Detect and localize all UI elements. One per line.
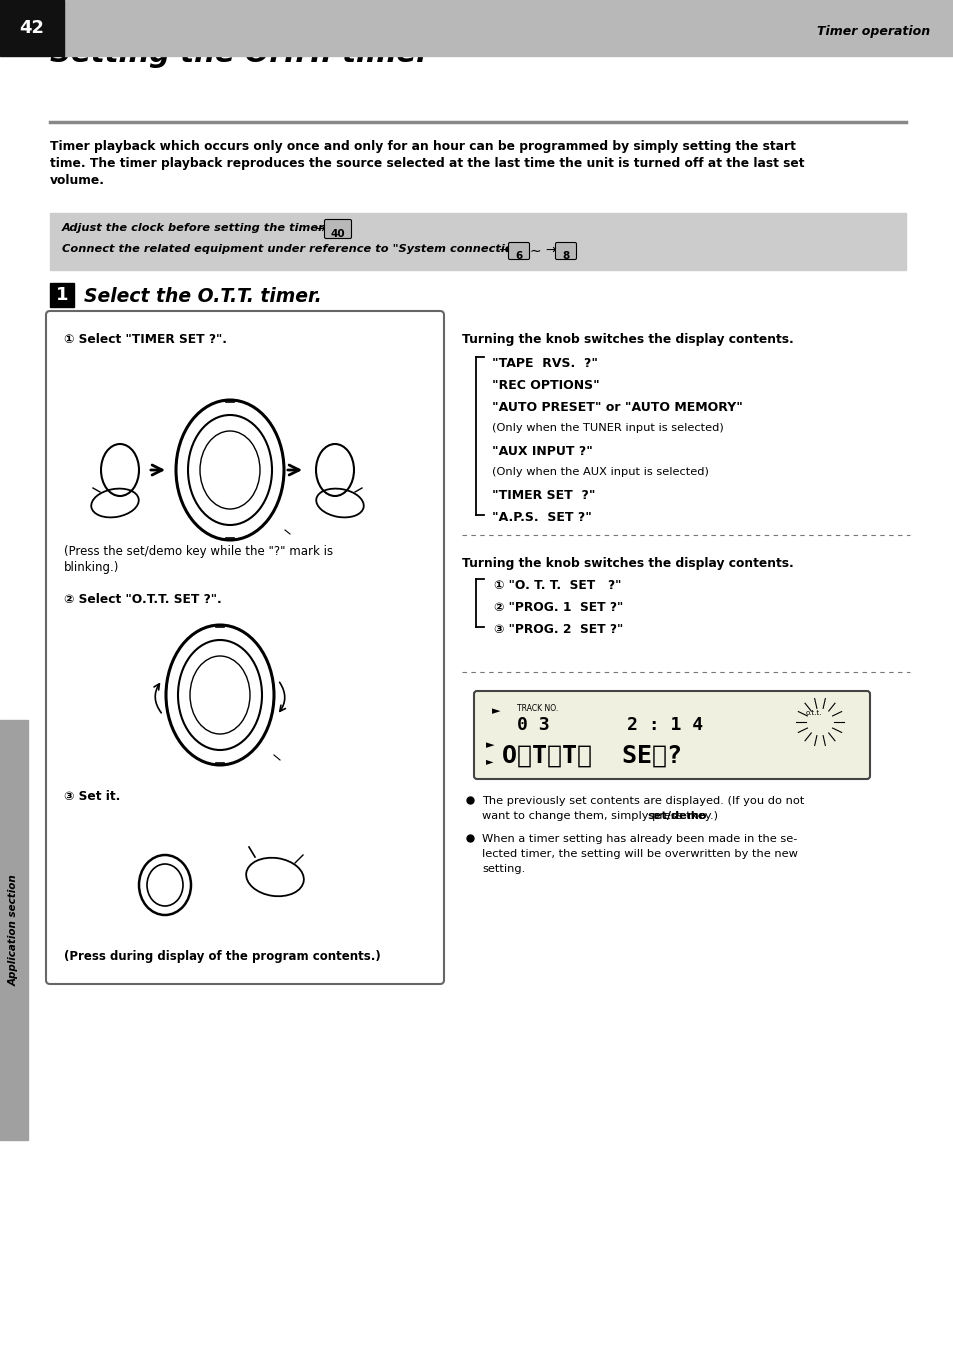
Text: (Press the set/demo key while the "?" mark is: (Press the set/demo key while the "?" ma… xyxy=(64,545,333,558)
Text: ►: ► xyxy=(485,756,493,767)
Text: Timer playback which occurs only once and only for an hour can be programmed by : Timer playback which occurs only once an… xyxy=(50,141,795,153)
Text: ② "PROG. 1  SET ?": ② "PROG. 1 SET ?" xyxy=(494,602,622,614)
Text: 40: 40 xyxy=(331,228,345,239)
Text: setting.: setting. xyxy=(481,864,525,873)
Text: "AUTO PRESET" or "AUTO MEMORY": "AUTO PRESET" or "AUTO MEMORY" xyxy=(492,402,742,414)
Text: ① Select "TIMER SET ?".: ① Select "TIMER SET ?". xyxy=(64,333,227,346)
Text: 0 3: 0 3 xyxy=(517,717,549,734)
Text: →: → xyxy=(314,223,324,237)
Text: ►: ► xyxy=(492,706,500,717)
Text: 42: 42 xyxy=(19,19,45,37)
Text: ►: ► xyxy=(485,740,494,750)
Bar xyxy=(0,721,28,1140)
Text: Turning the knob switches the display contents.: Turning the knob switches the display co… xyxy=(461,557,793,571)
Text: →: → xyxy=(497,243,508,257)
Text: want to change them, simply press the: want to change them, simply press the xyxy=(481,811,708,821)
Text: 2 : 1 4: 2 : 1 4 xyxy=(626,717,702,734)
Text: ① "O. T. T.  SET   ?": ① "O. T. T. SET ?" xyxy=(494,579,620,592)
Text: (Only when the TUNER input is selected): (Only when the TUNER input is selected) xyxy=(492,423,723,433)
Text: Setting the O.T.T. timer: Setting the O.T.T. timer xyxy=(50,41,430,68)
Bar xyxy=(50,283,74,307)
Text: →: → xyxy=(544,243,555,257)
Text: ∼: ∼ xyxy=(530,243,541,258)
Text: ③ Set it.: ③ Set it. xyxy=(64,790,120,803)
Bar xyxy=(0,0,64,55)
FancyBboxPatch shape xyxy=(324,219,351,238)
Text: The previously set contents are displayed. (If you do not: The previously set contents are displaye… xyxy=(481,796,803,806)
FancyBboxPatch shape xyxy=(46,311,443,984)
Text: "AUX INPUT ?": "AUX INPUT ?" xyxy=(492,445,592,458)
Text: key.): key.) xyxy=(687,811,718,821)
FancyBboxPatch shape xyxy=(555,242,576,260)
Text: TRACK NO.: TRACK NO. xyxy=(517,704,558,713)
Text: lected timer, the setting will be overwritten by the new: lected timer, the setting will be overwr… xyxy=(481,849,797,859)
FancyBboxPatch shape xyxy=(474,691,869,779)
Text: blinking.): blinking.) xyxy=(64,561,119,575)
Text: 6: 6 xyxy=(515,251,522,261)
FancyBboxPatch shape xyxy=(508,242,529,260)
Text: (Only when the AUX input is selected): (Only when the AUX input is selected) xyxy=(492,466,708,477)
Text: When a timer setting has already been made in the se-: When a timer setting has already been ma… xyxy=(481,834,797,844)
Text: "A.P.S.  SET ?": "A.P.S. SET ?" xyxy=(492,511,591,525)
Text: 1: 1 xyxy=(55,287,69,304)
Text: "REC OPTIONS": "REC OPTIONS" xyxy=(492,379,599,392)
Text: (Press during display of the program contents.): (Press during display of the program con… xyxy=(64,950,380,963)
Text: "TIMER SET  ?": "TIMER SET ?" xyxy=(492,489,595,502)
Text: ② Select "O.T.T. SET ?".: ② Select "O.T.T. SET ?". xyxy=(64,594,221,606)
Bar xyxy=(50,214,905,270)
Text: Application section: Application section xyxy=(9,875,19,986)
Text: volume.: volume. xyxy=(50,174,105,187)
Text: set/demo: set/demo xyxy=(647,811,706,821)
Text: 8: 8 xyxy=(561,251,569,261)
Text: Turning the knob switches the display contents.: Turning the knob switches the display co… xyxy=(461,333,793,346)
Text: Connect the related equipment under reference to "System connection": Connect the related equipment under refe… xyxy=(62,243,526,254)
Text: Select the O.T.T. timer.: Select the O.T.T. timer. xyxy=(84,287,321,306)
Text: ③ "PROG. 2  SET ?": ③ "PROG. 2 SET ?" xyxy=(494,623,622,635)
Text: O‧T‧T‧  SEᴛ?: O‧T‧T‧ SEᴛ? xyxy=(501,744,681,768)
Text: Adjust the clock before setting the timer: Adjust the clock before setting the time… xyxy=(62,223,324,233)
Text: o.t.t.: o.t.t. xyxy=(805,710,821,717)
Bar xyxy=(64,0,953,55)
Text: time. The timer playback reproduces the source selected at the last time the uni: time. The timer playback reproduces the … xyxy=(50,157,803,170)
Text: Timer operation: Timer operation xyxy=(816,26,929,38)
Text: "TAPE  RVS.  ?": "TAPE RVS. ?" xyxy=(492,357,598,370)
